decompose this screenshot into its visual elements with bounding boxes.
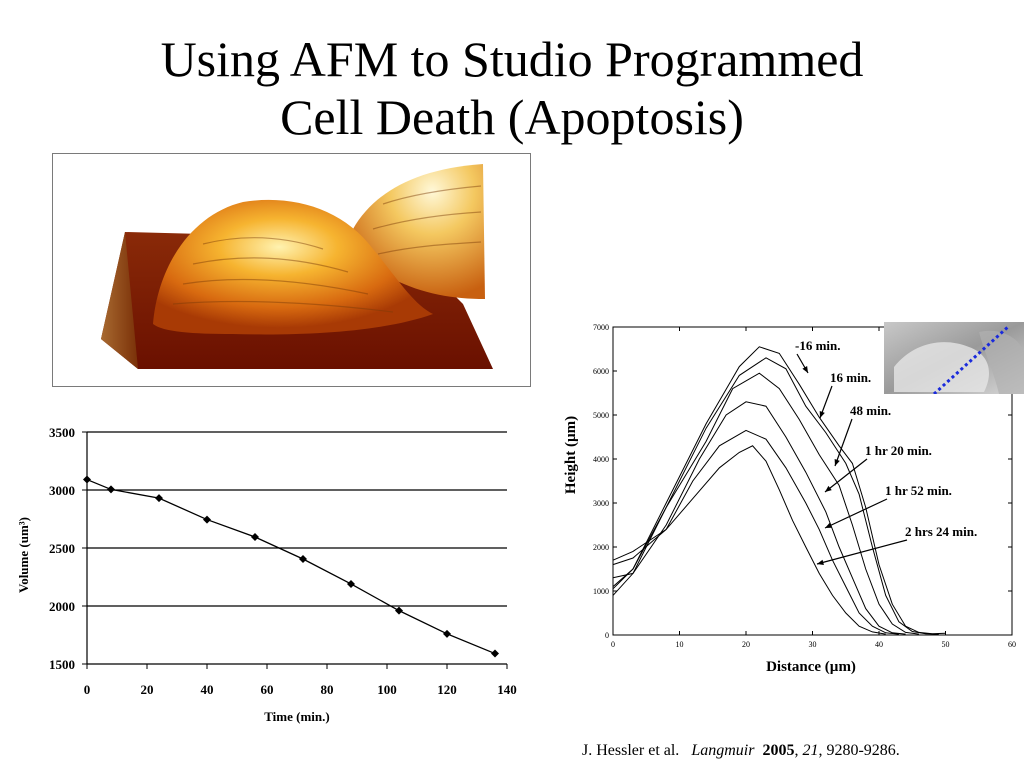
slide-title-line-2: Cell Death (Apoptosis) [280, 89, 744, 145]
height-x-tick-label: 0 [611, 640, 615, 649]
volume-y-tick-label: 1500 [49, 657, 75, 672]
height-y-tick-label: 2000 [593, 543, 609, 552]
height-curve-annotation: 1 hr 52 min. [885, 483, 952, 498]
volume-y-tick-label: 2500 [49, 541, 75, 556]
volume-series-line [86, 478, 496, 655]
volume-data-point [83, 475, 91, 484]
volume-data-point [107, 485, 115, 494]
afm-3d-surface [101, 164, 493, 369]
annotation-arrowhead [825, 485, 832, 492]
volume-data-point [491, 649, 499, 658]
volume-data-point [395, 606, 403, 615]
volume-y-tick-label: 2000 [49, 599, 75, 614]
height-x-tick-label: 40 [875, 640, 883, 649]
volume-data-point [299, 555, 307, 564]
volume-chart-axes [82, 431, 508, 669]
height-y-tick-label: 4000 [593, 455, 609, 464]
citation: J. Hessler et al. Langmuir 2005, 21, 928… [582, 742, 900, 759]
slide-title: Using AFM to Studio Programmed Cell Deat… [0, 30, 1024, 146]
height-curve-annotation: 48 min. [850, 403, 891, 418]
volume-data-point [203, 515, 211, 524]
volume-chart-tick-labels: 1500 2000 2500 3000 3500 0 20 40 60 80 100 120 140 [49, 425, 517, 697]
height-y-tick-label: 1000 [593, 587, 609, 596]
volume-x-tick-label: 140 [497, 682, 517, 697]
height-y-tick-label: 6000 [593, 367, 609, 376]
height-x-tick-label: 50 [942, 640, 950, 649]
volume-x-tick-label: 40 [201, 682, 214, 697]
afm-thumbnail-image [884, 322, 1024, 396]
height-series-line [612, 372, 919, 635]
annotation-arrow [816, 539, 908, 565]
height-y-tick-label: 3000 [593, 499, 609, 508]
scan-line-marker [932, 324, 1011, 396]
height-x-tick-label: 10 [676, 640, 684, 649]
height-curve-annotation: 2 hrs 24 min. [905, 524, 977, 539]
height-x-tick-label: 20 [742, 640, 750, 649]
afm-thumbnail-art [884, 322, 1024, 396]
height-chart-x-label: Distance (µm) [766, 659, 856, 675]
height-curve-annotation: -16 min. [795, 338, 841, 353]
height-curve-annotation: 16 min. [830, 370, 871, 385]
height-series-line [612, 357, 939, 635]
annotation-arrowhead [802, 366, 808, 373]
slide-title-line-1: Using AFM to Studio Programmed [160, 31, 864, 87]
annotation-arrowhead [819, 411, 825, 418]
height-y-tick-label: 0 [605, 631, 609, 640]
volume-y-tick-label: 3000 [49, 483, 75, 498]
volume-x-tick-label: 100 [377, 682, 397, 697]
annotation-arrow [824, 458, 868, 493]
volume-data-point [347, 579, 355, 588]
height-curve-annotation: 1 hr 20 min. [865, 443, 932, 458]
height-x-tick-label: 60 [1008, 640, 1016, 649]
height-chart-y-label: Height (µm) [563, 416, 579, 494]
volume-data-point [443, 629, 451, 638]
height-distance-chart: 0 1000 2000 3000 4000 5000 6000 7000 0 10 20 30 40 50… [563, 323, 1016, 675]
height-series-line [612, 346, 946, 635]
volume-x-tick-label: 80 [321, 682, 334, 697]
volume-x-tick-label: 60 [261, 682, 274, 697]
volume-chart-series [83, 475, 499, 658]
citation-journal: Langmuir [691, 742, 755, 759]
volume-data-point [155, 494, 163, 503]
annotation-arrowhead [834, 459, 840, 466]
annotation-arrow [824, 498, 888, 529]
height-series-line [612, 401, 906, 635]
annotation-arrow [834, 418, 853, 467]
citation-pages: 9280-9286. [826, 742, 900, 759]
afm-3d-cell-image [52, 153, 531, 387]
volume-chart-y-label: Volume (um³) [16, 517, 31, 593]
height-x-tick-label: 30 [809, 640, 817, 649]
volume-time-chart: 1500 2000 2500 3000 3500 0 20 40 60 80 100 120 140 T… [16, 425, 517, 724]
volume-y-tick-label: 3500 [49, 425, 75, 440]
height-y-tick-label: 7000 [593, 323, 609, 332]
volume-x-tick-label: 120 [437, 682, 457, 697]
height-y-tick-label: 5000 [593, 411, 609, 420]
volume-chart-x-label: Time (min.) [264, 709, 329, 724]
annotation-arrowhead [825, 522, 832, 528]
height-chart-series [612, 346, 946, 635]
height-chart-annotations: -16 min. 16 min. 48 min. 1 hr 20 min. 1 hr 5… [795, 338, 977, 565]
citation-volume: 21 [802, 742, 819, 759]
height-series-line [612, 445, 886, 635]
volume-chart-gridlines [87, 431, 507, 607]
annotation-arrowhead [817, 559, 824, 565]
volume-x-tick-label: 20 [141, 682, 154, 697]
citation-year: 2005 [762, 742, 795, 759]
volume-x-tick-label: 0 [84, 682, 91, 697]
citation-authors: J. Hessler et al. [582, 742, 680, 759]
volume-data-point [251, 532, 259, 541]
height-series-line [612, 429, 899, 635]
